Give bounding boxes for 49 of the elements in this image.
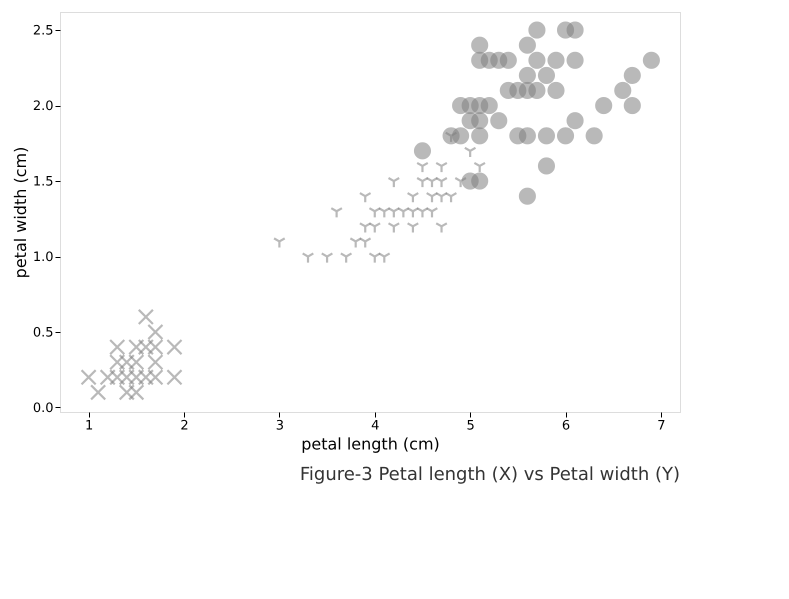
point bbox=[480, 52, 498, 69]
point bbox=[500, 52, 517, 69]
text: Figure-3 Petal length (X) vs Petal width (Y) bbox=[300, 464, 680, 485]
point bbox=[518, 82, 536, 100]
x-tick-label: 3 bbox=[276, 418, 284, 434]
y-tick-label: 1.0 bbox=[32, 250, 54, 266]
point bbox=[471, 172, 488, 190]
point bbox=[586, 127, 603, 144]
point bbox=[462, 112, 479, 130]
point bbox=[538, 157, 556, 175]
point bbox=[490, 112, 508, 130]
point bbox=[471, 36, 488, 54]
point bbox=[595, 97, 612, 114]
y-tick-label: 1.5 bbox=[32, 174, 54, 190]
point bbox=[528, 52, 546, 69]
x-tick-label: 7 bbox=[657, 418, 666, 434]
point bbox=[624, 66, 641, 84]
point bbox=[480, 97, 498, 114]
point bbox=[624, 97, 641, 114]
point bbox=[518, 36, 536, 54]
point bbox=[518, 188, 536, 205]
x-axis-title: petal length (cm) bbox=[301, 434, 440, 454]
y-tick-label: 2.5 bbox=[32, 24, 54, 39]
x-tick-label: 6 bbox=[562, 418, 570, 434]
point bbox=[452, 97, 470, 114]
point bbox=[566, 52, 584, 69]
point bbox=[538, 66, 556, 84]
point bbox=[566, 112, 584, 130]
x-tick-label: 1 bbox=[84, 418, 94, 434]
point bbox=[500, 82, 517, 100]
x-tick-label: 5 bbox=[466, 418, 475, 434]
point bbox=[556, 127, 574, 144]
x-tick-label: 2 bbox=[180, 418, 189, 434]
point bbox=[547, 52, 565, 69]
y-tick-label: 0.5 bbox=[32, 326, 54, 340]
point bbox=[528, 22, 546, 39]
point bbox=[538, 127, 556, 144]
y-tick-label: 0.0 bbox=[32, 400, 54, 416]
point bbox=[509, 127, 526, 144]
point bbox=[566, 22, 584, 39]
y-tick-label: 2.0 bbox=[32, 99, 54, 114]
point bbox=[471, 127, 488, 144]
point bbox=[614, 82, 632, 100]
point bbox=[414, 142, 432, 160]
x-tick-label: 4 bbox=[371, 418, 380, 434]
point bbox=[642, 52, 660, 69]
y-axis-title: petal width (cm) bbox=[10, 146, 30, 278]
point bbox=[518, 66, 536, 84]
point bbox=[547, 82, 565, 100]
